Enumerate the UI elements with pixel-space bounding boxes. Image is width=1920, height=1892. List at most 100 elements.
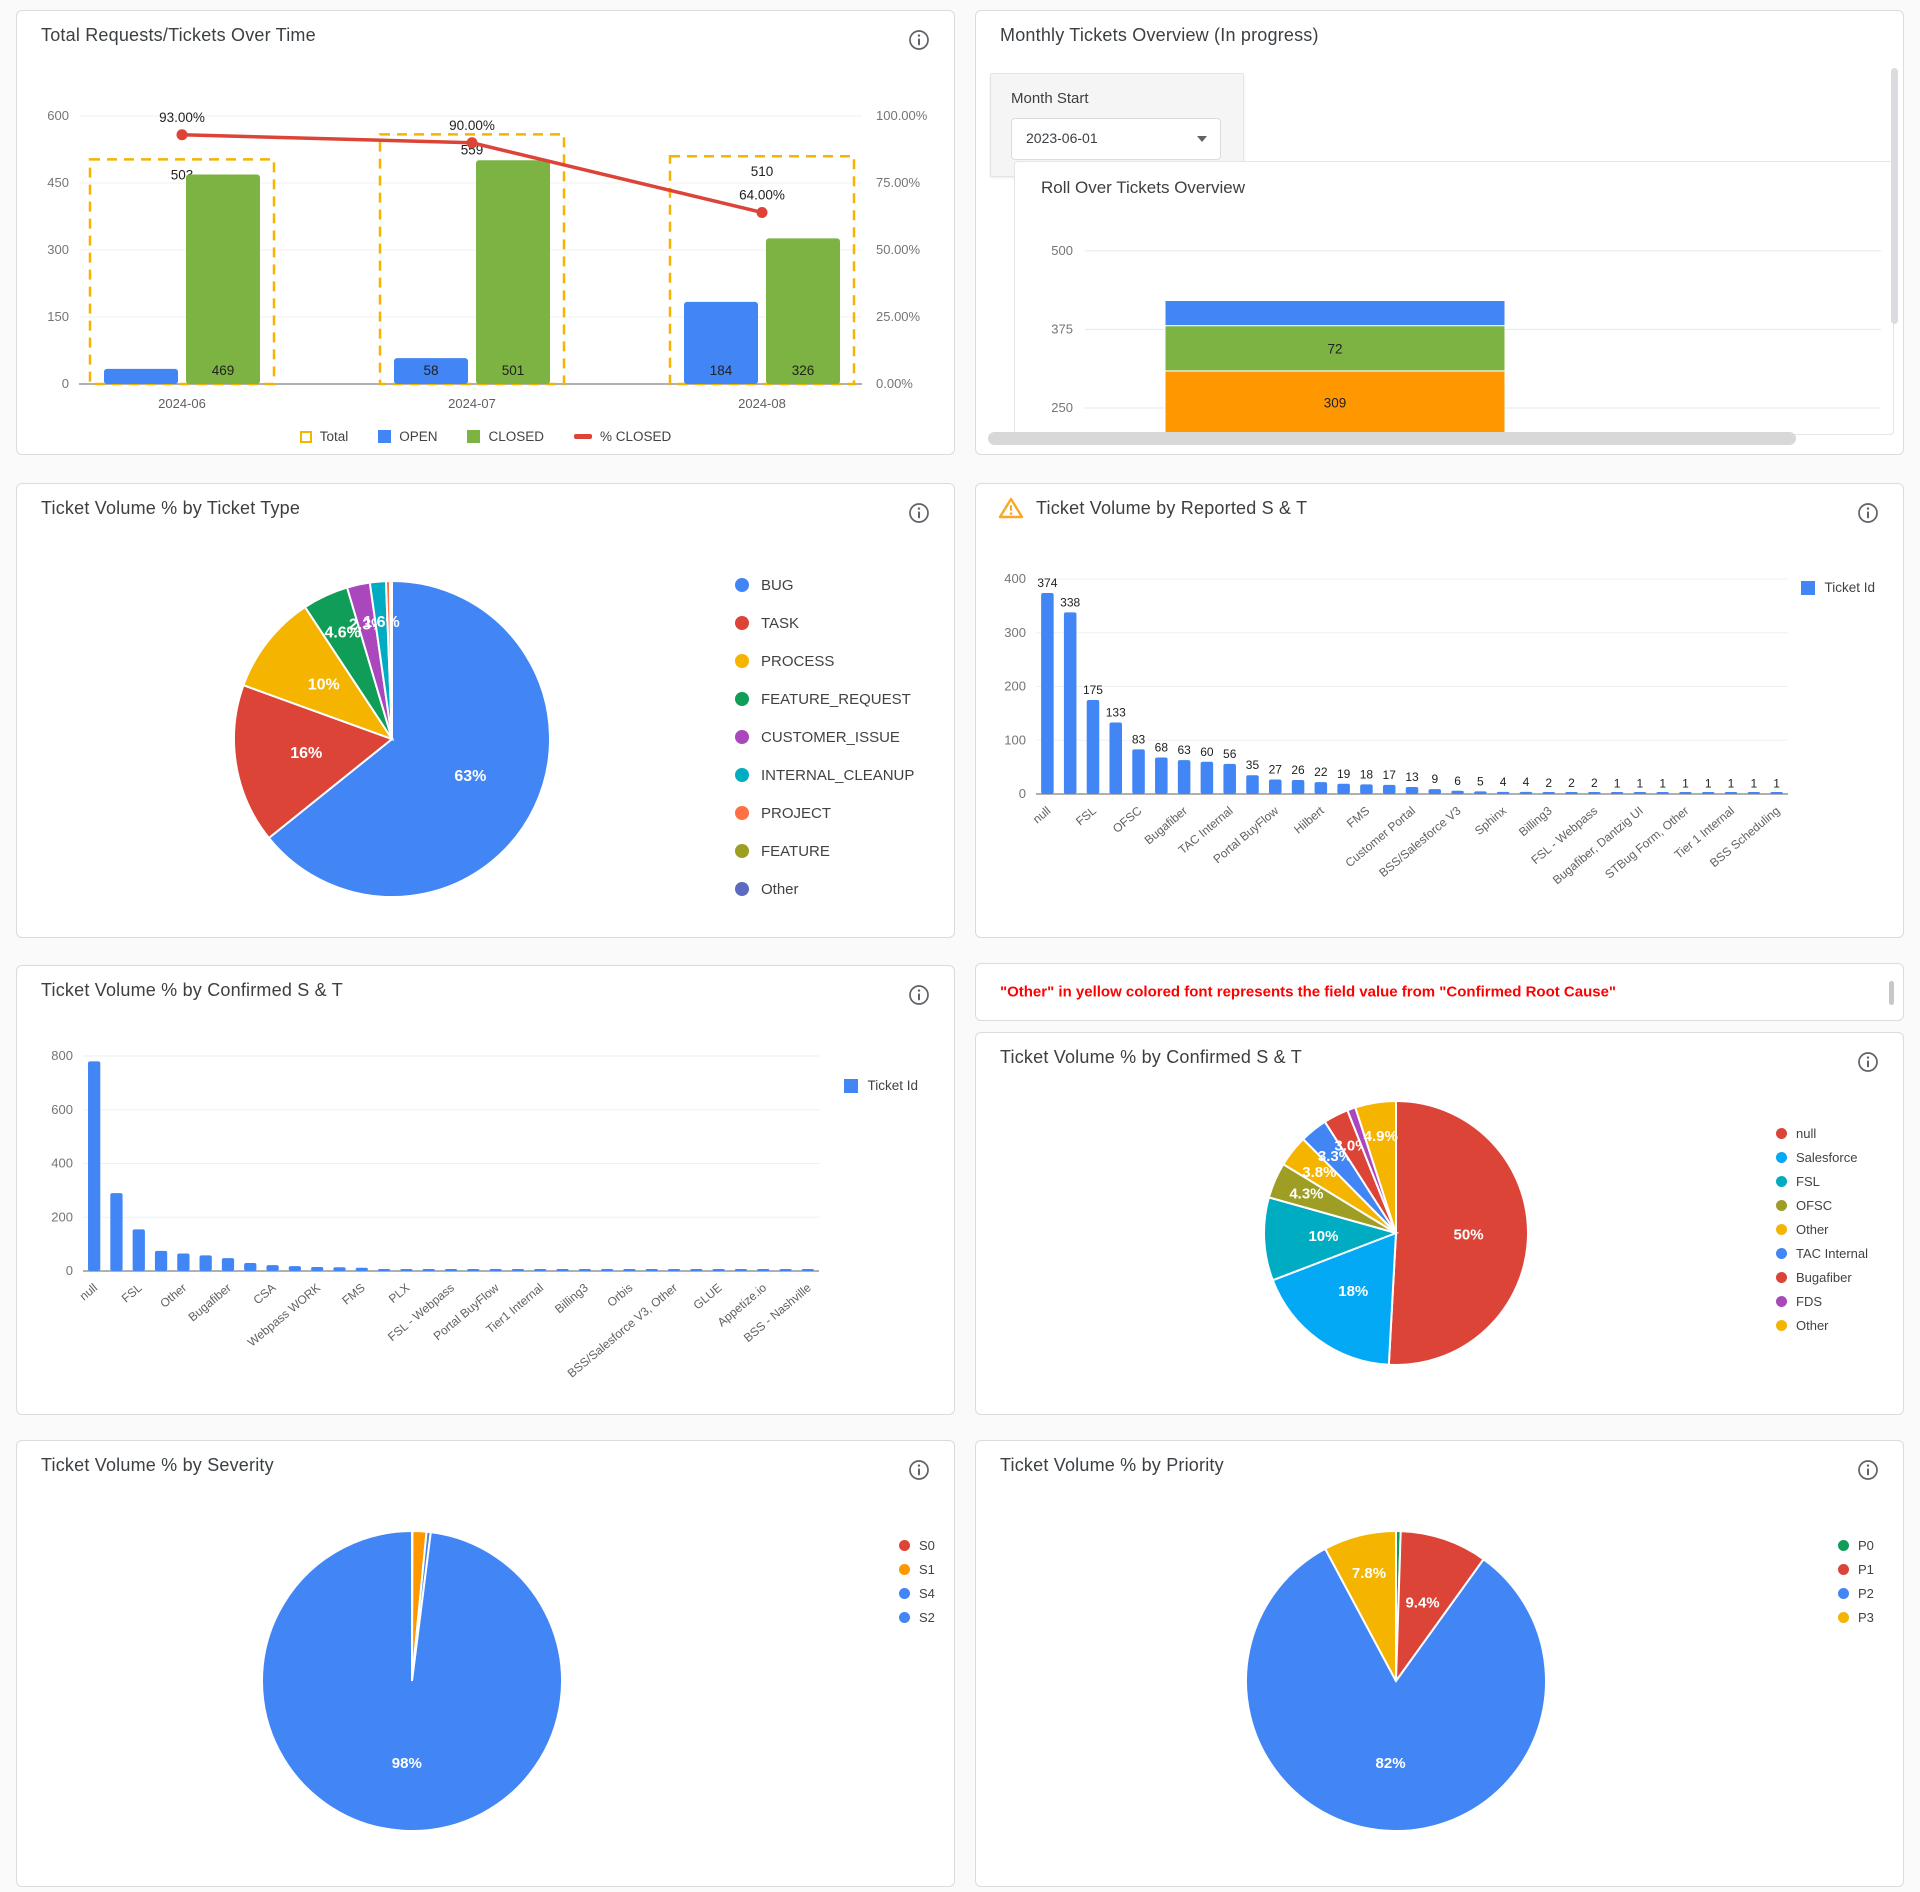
legend-item[interactable]: S2 bbox=[899, 1605, 935, 1629]
info-icon[interactable] bbox=[908, 984, 930, 1006]
legend-item[interactable]: Other bbox=[1776, 1313, 1868, 1337]
legend-dot-icon bbox=[1776, 1247, 1787, 1259]
info-icon[interactable] bbox=[1857, 1459, 1879, 1481]
legend-item[interactable]: Total bbox=[299, 429, 348, 444]
legend-label: Ticket Id bbox=[1824, 580, 1875, 595]
priority-pie: 9.4% 82% 7.8% bbox=[1245, 1529, 1547, 1832]
svg-text:559: 559 bbox=[461, 142, 484, 157]
legend-item[interactable]: OFSC bbox=[1776, 1193, 1868, 1217]
note-scrollbar[interactable] bbox=[1889, 981, 1894, 1005]
legend-item[interactable]: BUG bbox=[735, 566, 914, 604]
svg-text:18%: 18% bbox=[1338, 1283, 1368, 1300]
legend-dot-icon bbox=[1776, 1223, 1787, 1235]
legend-item[interactable]: Bugafiber bbox=[1776, 1265, 1868, 1289]
legend-label: FSL bbox=[1796, 1173, 1820, 1189]
horizontal-scrollbar[interactable] bbox=[988, 432, 1796, 445]
svg-text:10%: 10% bbox=[308, 677, 340, 694]
legend-item[interactable]: S0 bbox=[899, 1533, 935, 1557]
legend-item[interactable]: PROJECT bbox=[735, 794, 914, 832]
panel-title: Ticket Volume % by Confirmed S & T bbox=[1000, 1047, 1302, 1067]
confirmed-st-pie: 50%18%10%4.3%3.8%3.3%3.0%4.9% bbox=[1263, 1099, 1529, 1366]
panel-title: Total Requests/Tickets Over Time bbox=[41, 25, 316, 45]
svg-text:5: 5 bbox=[1477, 774, 1484, 788]
svg-text:GLUE: GLUE bbox=[691, 1281, 725, 1313]
vertical-scrollbar[interactable] bbox=[1891, 68, 1898, 324]
legend-item[interactable]: TAC Internal bbox=[1776, 1241, 1868, 1265]
legend-swatch-icon bbox=[1801, 580, 1816, 595]
legend-item[interactable]: OPEN bbox=[378, 429, 437, 444]
svg-text:1: 1 bbox=[1682, 776, 1689, 790]
legend-label: P0 bbox=[1858, 1537, 1874, 1553]
legend-dot-icon bbox=[735, 578, 749, 592]
legend-item[interactable]: P3 bbox=[1838, 1605, 1874, 1629]
info-icon[interactable] bbox=[908, 502, 930, 524]
legend-item[interactable]: CLOSED bbox=[467, 429, 544, 444]
legend-item[interactable]: Salesforce bbox=[1776, 1145, 1868, 1169]
month-start-control: Month Start 2023-06-01 bbox=[990, 73, 1244, 177]
svg-text:60: 60 bbox=[1200, 745, 1214, 759]
legend-item[interactable]: TASK bbox=[735, 604, 914, 642]
legend-item[interactable]: FDS bbox=[1776, 1289, 1868, 1313]
legend-item[interactable]: FEATURE_REQUEST bbox=[735, 680, 914, 718]
legend-item[interactable]: % CLOSED bbox=[574, 429, 671, 444]
svg-text:2024-07: 2024-07 bbox=[448, 396, 496, 411]
legend-item[interactable]: Other bbox=[1776, 1217, 1868, 1241]
total-swatch-icon bbox=[299, 430, 312, 443]
legend-item[interactable]: Other bbox=[735, 870, 914, 908]
legend-dot-icon bbox=[735, 768, 749, 782]
legend-dot-icon bbox=[1776, 1151, 1787, 1163]
svg-text:4.9%: 4.9% bbox=[1364, 1128, 1398, 1145]
bar-swatch-icon bbox=[378, 430, 392, 443]
svg-text:2024-08: 2024-08 bbox=[738, 396, 786, 411]
legend-dot-icon bbox=[735, 882, 749, 896]
svg-text:1: 1 bbox=[1773, 776, 1780, 790]
legend-item[interactable]: CUSTOMER_ISSUE bbox=[735, 718, 914, 756]
month-start-select[interactable]: 2023-06-01 bbox=[1011, 118, 1221, 160]
note-text: "Other" in yellow colored font represent… bbox=[1000, 983, 1617, 1001]
svg-text:13: 13 bbox=[1405, 770, 1419, 784]
severity-legend: S0 S1 S4 S2 bbox=[899, 1533, 935, 1629]
panel-priority: Ticket Volume % by Priority 9.4% 82% 7.8% … bbox=[975, 1440, 1904, 1887]
svg-text:64.00%: 64.00% bbox=[739, 187, 785, 202]
chevron-down-icon bbox=[1197, 136, 1207, 142]
info-icon[interactable] bbox=[908, 29, 930, 51]
svg-text:98%: 98% bbox=[392, 1755, 422, 1772]
legend-item[interactable]: INTERNAL_CLEANUP bbox=[735, 756, 914, 794]
svg-text:4.3%: 4.3% bbox=[1289, 1186, 1323, 1203]
legend-item[interactable]: S4 bbox=[899, 1581, 935, 1605]
legend-item[interactable]: P2 bbox=[1838, 1581, 1874, 1605]
panel-title: Ticket Volume % by Ticket Type bbox=[41, 498, 301, 518]
svg-text:82%: 82% bbox=[1376, 1755, 1406, 1772]
svg-text:null: null bbox=[77, 1281, 100, 1304]
legend-label: OFSC bbox=[1796, 1197, 1833, 1213]
legend-label: S4 bbox=[919, 1585, 935, 1601]
legend-label: Bugafiber bbox=[1796, 1269, 1852, 1285]
legend-item[interactable]: FSL bbox=[1776, 1169, 1868, 1193]
svg-text:600: 600 bbox=[51, 1102, 73, 1117]
priority-legend: P0 P1 P2 P3 bbox=[1838, 1533, 1874, 1629]
info-icon[interactable] bbox=[908, 1459, 930, 1481]
legend-item[interactable]: null bbox=[1776, 1121, 1868, 1145]
legend-dot-icon bbox=[1776, 1199, 1787, 1211]
info-icon[interactable] bbox=[1857, 502, 1879, 524]
legend-item[interactable]: S1 bbox=[899, 1557, 935, 1581]
svg-text:250: 250 bbox=[1051, 400, 1073, 415]
info-icon[interactable] bbox=[1857, 1051, 1879, 1073]
legend-item[interactable]: P0 bbox=[1838, 1533, 1874, 1557]
legend-item[interactable]: PROCESS bbox=[735, 642, 914, 680]
line-swatch-icon bbox=[574, 434, 593, 439]
legend-label: CUSTOMER_ISSUE bbox=[761, 728, 900, 746]
svg-text:200: 200 bbox=[51, 1209, 73, 1224]
svg-text:50.00%: 50.00% bbox=[876, 242, 921, 257]
svg-text:25.00%: 25.00% bbox=[876, 309, 921, 324]
panel-severity: Ticket Volume % by Severity 98% S0 S1 S4 S2 bbox=[16, 1440, 955, 1887]
svg-text:0: 0 bbox=[1019, 786, 1026, 801]
legend-label: FEATURE_REQUEST bbox=[761, 690, 911, 708]
svg-text:1: 1 bbox=[1750, 776, 1757, 790]
legend-dot-icon bbox=[1838, 1539, 1849, 1551]
legend-item[interactable]: P1 bbox=[1838, 1557, 1874, 1581]
svg-text:375: 375 bbox=[1051, 321, 1073, 336]
svg-text:3.8%: 3.8% bbox=[1302, 1164, 1336, 1181]
legend-dot-icon bbox=[899, 1563, 910, 1575]
legend-item[interactable]: FEATURE bbox=[735, 832, 914, 870]
